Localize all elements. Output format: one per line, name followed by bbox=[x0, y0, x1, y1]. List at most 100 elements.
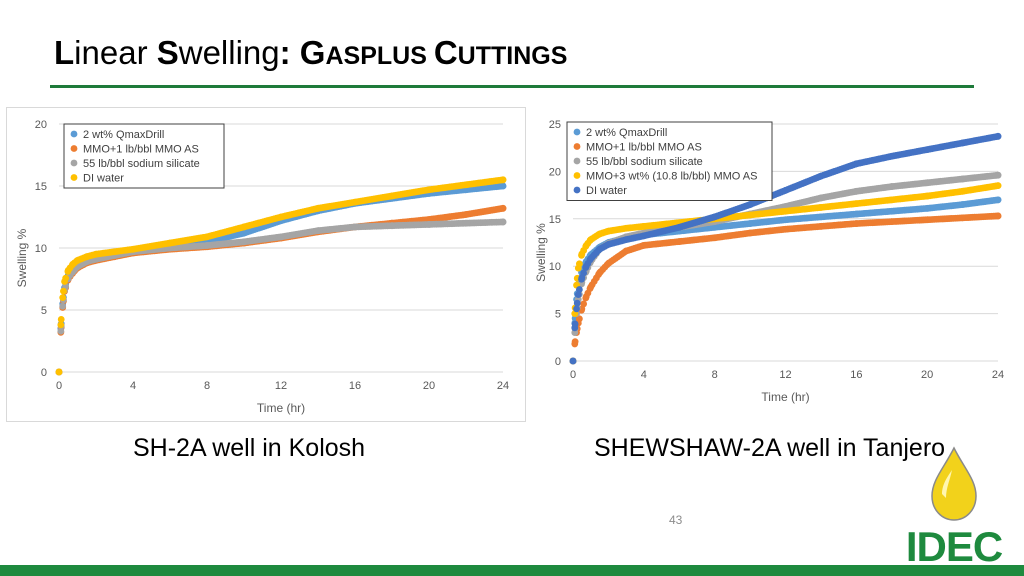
data-point bbox=[578, 274, 586, 281]
legend-marker bbox=[573, 186, 581, 194]
data-point bbox=[852, 187, 860, 195]
data-point bbox=[462, 219, 470, 227]
data-point bbox=[64, 266, 72, 274]
title-part: ASPLUS bbox=[325, 42, 434, 70]
data-point bbox=[994, 212, 1002, 220]
data-point bbox=[888, 207, 896, 215]
data-point bbox=[499, 218, 507, 226]
legend-box bbox=[566, 121, 773, 201]
data-point bbox=[994, 171, 1002, 179]
data-point bbox=[55, 368, 63, 376]
data-point bbox=[587, 283, 595, 291]
data-point bbox=[782, 216, 789, 224]
data-point bbox=[111, 248, 118, 256]
data-point bbox=[69, 260, 77, 268]
data-point bbox=[277, 213, 285, 221]
title-part: welling bbox=[178, 34, 280, 71]
data-point bbox=[746, 211, 754, 219]
data-point bbox=[852, 200, 860, 208]
data-point bbox=[499, 176, 507, 184]
y-tick-label: 5 bbox=[41, 305, 47, 317]
data-point bbox=[605, 259, 612, 267]
x-tick-label: 12 bbox=[275, 380, 287, 392]
data-point bbox=[746, 229, 754, 237]
legend-marker bbox=[70, 174, 78, 181]
data-point bbox=[573, 305, 580, 313]
page-number: 43 bbox=[669, 513, 683, 527]
series-3 bbox=[55, 176, 507, 376]
data-point bbox=[240, 238, 248, 246]
data-point bbox=[959, 175, 966, 183]
legend-marker bbox=[70, 145, 78, 152]
data-point bbox=[959, 214, 966, 222]
data-point bbox=[57, 321, 65, 329]
data-point bbox=[83, 253, 91, 261]
data-point bbox=[314, 204, 322, 212]
data-point bbox=[462, 211, 470, 218]
title-part: UTTINGS bbox=[457, 42, 568, 70]
data-point bbox=[746, 201, 754, 208]
data-point bbox=[573, 299, 581, 307]
data-point bbox=[499, 182, 507, 190]
legend-label: MMO+3 wt% (10.8 lb/bbl) MMO AS bbox=[586, 171, 757, 183]
series-1 bbox=[55, 204, 507, 376]
legend-label: DI water bbox=[83, 173, 124, 185]
chart-panel-kolosh: 0 5 10 15 20 0 4 8 12 16 20 24 Time (hr) Swelling % 2 … bbox=[6, 107, 526, 422]
legend-label: MMO+1 lb/bbl MMO AS bbox=[83, 144, 199, 156]
y-tick-label: 25 bbox=[549, 119, 561, 131]
legend-label: 2 wt% QmaxDrill bbox=[586, 127, 667, 139]
data-point bbox=[587, 255, 595, 263]
oil-drop-icon bbox=[931, 446, 977, 521]
data-point bbox=[852, 220, 860, 227]
oil-drop-highlight bbox=[942, 470, 952, 498]
data-point bbox=[605, 240, 612, 248]
x-axis-title: Time (hr) bbox=[257, 401, 305, 415]
data-point bbox=[57, 316, 65, 323]
data-point bbox=[571, 329, 579, 336]
data-point bbox=[994, 196, 1002, 204]
title-part: L bbox=[54, 34, 75, 71]
legend-label: 55 lb/bbl sodium silicate bbox=[83, 158, 200, 170]
x-tick-label: 4 bbox=[130, 380, 136, 392]
data-point bbox=[57, 327, 65, 335]
data-point bbox=[675, 223, 683, 231]
title-part: C bbox=[433, 34, 458, 71]
data-point bbox=[388, 222, 396, 230]
y-tick-label: 5 bbox=[555, 309, 561, 321]
data-point bbox=[640, 222, 648, 230]
data-point bbox=[622, 224, 630, 232]
y-tick-label: 15 bbox=[549, 214, 561, 226]
title-part: : G bbox=[279, 34, 326, 71]
x-tick-label: 24 bbox=[497, 380, 509, 392]
title-part: inear bbox=[74, 34, 157, 71]
data-point bbox=[994, 132, 1002, 140]
data-point bbox=[578, 250, 586, 258]
data-point bbox=[817, 222, 825, 230]
title-underline bbox=[50, 85, 974, 88]
data-point bbox=[782, 225, 789, 233]
y-tick-label: 10 bbox=[549, 261, 561, 273]
data-point bbox=[746, 220, 754, 227]
legend-label: DI water bbox=[586, 185, 627, 197]
title-part: S bbox=[156, 34, 179, 71]
data-point bbox=[817, 172, 825, 180]
x-tick-label: 0 bbox=[570, 369, 576, 381]
data-point bbox=[59, 302, 67, 310]
data-point bbox=[852, 160, 860, 168]
chart-panel-tanjero: 0 5 10 15 20 25 0 4 8 12 16 20 24 Time (hr) Swelling %… bbox=[526, 104, 1015, 416]
data-point bbox=[574, 264, 582, 272]
data-point bbox=[711, 234, 719, 242]
data-point bbox=[425, 186, 433, 194]
data-point bbox=[596, 245, 603, 253]
data-point bbox=[571, 324, 579, 332]
data-point bbox=[582, 293, 590, 300]
data-point bbox=[817, 194, 825, 202]
data-point bbox=[240, 223, 248, 231]
legend-label: MMO+1 lb/bbl MMO AS bbox=[586, 142, 702, 154]
data-point bbox=[923, 179, 931, 187]
caption-kolosh: SH-2A well in Kolosh bbox=[133, 434, 366, 462]
y-tick-label: 20 bbox=[549, 166, 561, 178]
legend-marker bbox=[573, 172, 581, 179]
data-point bbox=[959, 187, 966, 195]
legend-marker bbox=[573, 157, 581, 165]
